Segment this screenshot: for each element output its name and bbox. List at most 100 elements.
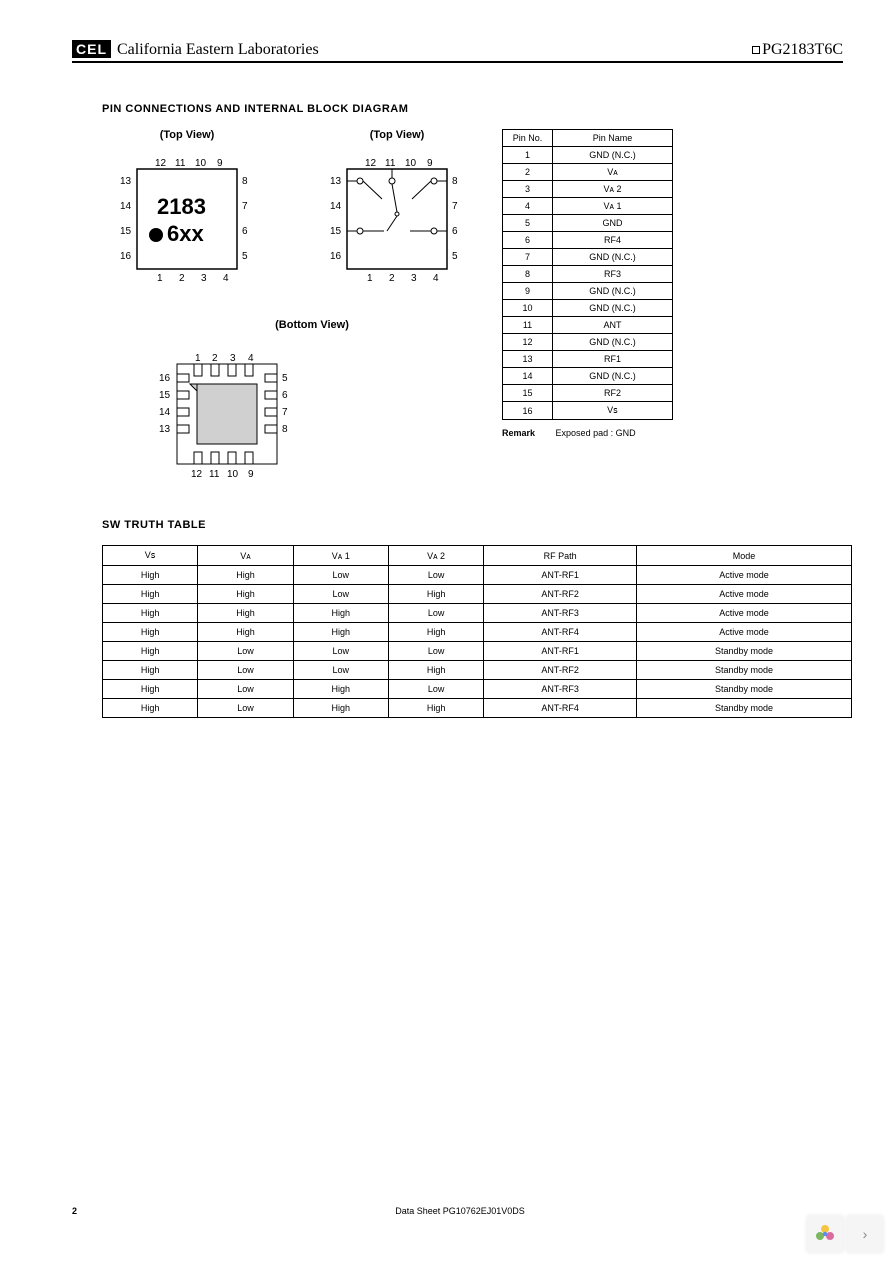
svg-text:12: 12 bbox=[155, 158, 167, 169]
top-view-label-1: (Top View) bbox=[102, 129, 272, 141]
remark-label: Remark bbox=[502, 428, 535, 438]
tt-td: Standby mode bbox=[637, 642, 852, 661]
tt-td: High bbox=[293, 623, 388, 642]
tt-td: ANT-RF3 bbox=[484, 604, 637, 623]
flower-icon[interactable] bbox=[807, 1216, 843, 1252]
svg-text:14: 14 bbox=[330, 201, 342, 212]
tt-td: Low bbox=[198, 661, 293, 680]
tt-td: Low bbox=[293, 585, 388, 604]
pin-td: Vᴀ 2 bbox=[553, 181, 673, 198]
pin-td: 3 bbox=[503, 181, 553, 198]
tt-td: High bbox=[103, 699, 198, 718]
tt-td: High bbox=[103, 585, 198, 604]
tt-td: ANT-RF1 bbox=[484, 566, 637, 585]
chip-bottom-svg: 1234 5678 1211109 16151413 bbox=[142, 339, 312, 509]
remark-text: Exposed pad : GND bbox=[556, 428, 636, 438]
tt-td: ANT-RF4 bbox=[484, 699, 637, 718]
tt-td: ANT-RF4 bbox=[484, 623, 637, 642]
tt-td: Active mode bbox=[637, 566, 852, 585]
tt-td: Low bbox=[388, 680, 483, 699]
table-row: HighLowLowHighANT-RF2Standby mode bbox=[103, 661, 852, 680]
tt-td: Low bbox=[198, 642, 293, 661]
svg-text:12: 12 bbox=[365, 158, 377, 169]
svg-text:6: 6 bbox=[282, 390, 288, 401]
svg-text:2: 2 bbox=[179, 273, 185, 284]
svg-text:2: 2 bbox=[212, 353, 218, 364]
table-row: HighLowLowLowANT-RF1Standby mode bbox=[103, 642, 852, 661]
table-row: HighLowHighHighANT-RF4Standby mode bbox=[103, 699, 852, 718]
svg-text:13: 13 bbox=[120, 176, 132, 187]
table-row: 2Vᴀ bbox=[503, 164, 673, 181]
tt-td: High bbox=[103, 680, 198, 699]
tt-th: Vᴀ 2 bbox=[388, 546, 483, 566]
table-row: 6RF4 bbox=[503, 232, 673, 249]
logo-block: CEL California Eastern Laboratories bbox=[72, 40, 319, 59]
tt-th: Vᴀ 1 bbox=[293, 546, 388, 566]
tt-td: High bbox=[103, 604, 198, 623]
svg-text:5: 5 bbox=[452, 251, 458, 262]
pin-td: GND (N.C.) bbox=[553, 249, 673, 266]
table-row: 1GND (N.C.) bbox=[503, 147, 673, 164]
svg-text:3: 3 bbox=[411, 273, 417, 284]
corner-widget[interactable]: › bbox=[807, 1216, 883, 1252]
svg-text:10: 10 bbox=[195, 158, 207, 169]
svg-text:8: 8 bbox=[452, 176, 458, 187]
svg-text:4: 4 bbox=[433, 273, 439, 284]
chip-text-1: 2183 bbox=[157, 194, 206, 219]
pin-table: Pin No.Pin Name1GND (N.C.)2Vᴀ3Vᴀ 24Vᴀ 15… bbox=[502, 129, 673, 420]
pin-td: 11 bbox=[503, 317, 553, 334]
svg-text:15: 15 bbox=[330, 226, 342, 237]
part-number: PG2183T6C bbox=[752, 41, 843, 59]
arrow-next-icon[interactable]: › bbox=[847, 1216, 883, 1252]
pin-td: 9 bbox=[503, 283, 553, 300]
pin-td: GND (N.C.) bbox=[553, 368, 673, 385]
pin-td: 5 bbox=[503, 215, 553, 232]
pin-td: Vᴀ 1 bbox=[553, 198, 673, 215]
chip-text-2: 6xx bbox=[167, 221, 204, 246]
footer: 2 Data Sheet PG10762EJ01V0DS bbox=[72, 1206, 843, 1216]
pin-td: GND (N.C.) bbox=[553, 283, 673, 300]
pin-td: GND bbox=[553, 215, 673, 232]
diagram-top-view-marking: (Top View) 1211109 8765 1234 13141516 21… bbox=[102, 129, 272, 309]
svg-text:7: 7 bbox=[242, 201, 248, 212]
table-row: HighHighHighHighANT-RF4Active mode bbox=[103, 623, 852, 642]
tt-td: ANT-RF2 bbox=[484, 585, 637, 604]
pin-td: 8 bbox=[503, 266, 553, 283]
svg-text:11: 11 bbox=[385, 158, 396, 169]
tt-td: High bbox=[103, 623, 198, 642]
pin-th: Pin No. bbox=[503, 130, 553, 147]
table-row: 11ANT bbox=[503, 317, 673, 334]
pin-td: 6 bbox=[503, 232, 553, 249]
svg-text:10: 10 bbox=[405, 158, 417, 169]
table-row: 5GND bbox=[503, 215, 673, 232]
table-row: 3Vᴀ 2 bbox=[503, 181, 673, 198]
pin-td: GND (N.C.) bbox=[553, 300, 673, 317]
pin-td: 13 bbox=[503, 351, 553, 368]
tt-td: High bbox=[198, 604, 293, 623]
pin-td: 7 bbox=[503, 249, 553, 266]
pin-td: RF3 bbox=[553, 266, 673, 283]
cel-logo: CEL bbox=[72, 40, 111, 58]
tt-td: Low bbox=[198, 699, 293, 718]
tt-td: High bbox=[293, 699, 388, 718]
svg-text:6: 6 bbox=[242, 226, 248, 237]
svg-text:8: 8 bbox=[282, 424, 288, 435]
tt-td: High bbox=[198, 566, 293, 585]
table-row: 13RF1 bbox=[503, 351, 673, 368]
pin-td: ANT bbox=[553, 317, 673, 334]
tt-td: High bbox=[103, 661, 198, 680]
table-row: 9GND (N.C.) bbox=[503, 283, 673, 300]
tt-td: ANT-RF2 bbox=[484, 661, 637, 680]
table-row: 14GND (N.C.) bbox=[503, 368, 673, 385]
pin-td: 12 bbox=[503, 334, 553, 351]
svg-text:9: 9 bbox=[248, 469, 254, 480]
table-row: 7GND (N.C.) bbox=[503, 249, 673, 266]
tt-th: Vꜱ bbox=[103, 546, 198, 566]
top-view-label-2: (Top View) bbox=[312, 129, 482, 141]
pin-table-block: Pin No.Pin Name1GND (N.C.)2Vᴀ3Vᴀ 24Vᴀ 15… bbox=[502, 129, 673, 438]
tt-td: High bbox=[388, 585, 483, 604]
svg-text:3: 3 bbox=[201, 273, 207, 284]
svg-text:16: 16 bbox=[159, 373, 171, 384]
svg-text:11: 11 bbox=[175, 158, 186, 169]
pin-th: Pin Name bbox=[553, 130, 673, 147]
